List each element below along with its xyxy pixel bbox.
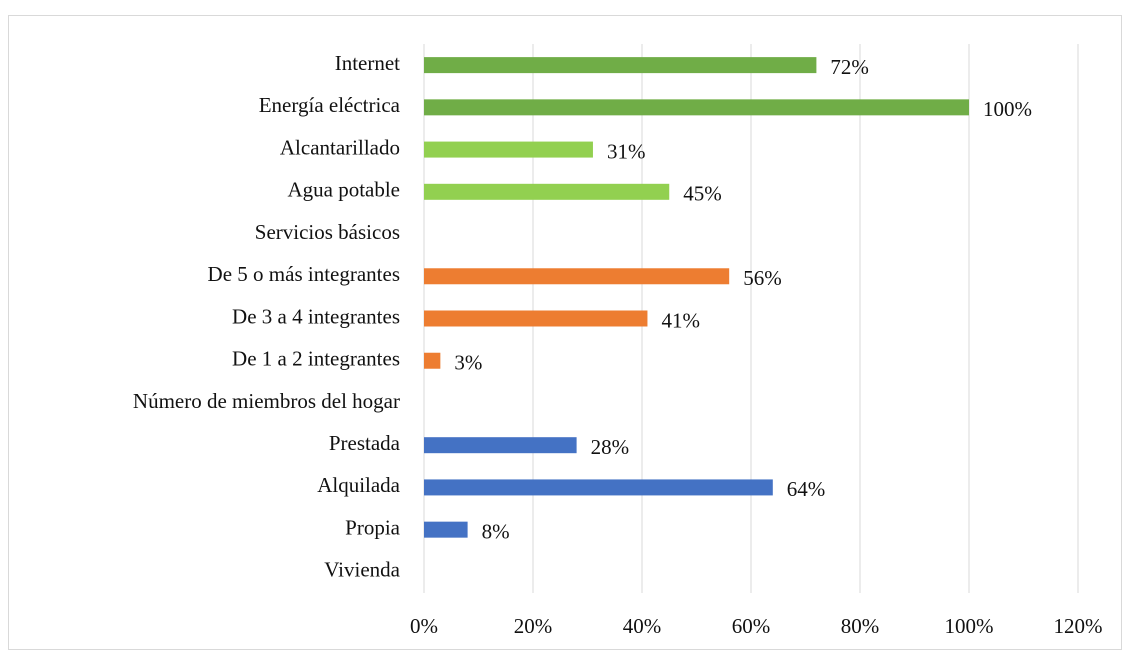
- x-tick-label: 60%: [732, 614, 771, 638]
- bar: [424, 437, 577, 454]
- y-tick-label: Agua potable: [287, 178, 400, 202]
- value-label: 64%: [787, 477, 826, 501]
- y-tick-label: Propia: [345, 515, 401, 539]
- y-tick-label: De 1 a 2 integrantes: [232, 347, 400, 371]
- x-tick-label: 0%: [410, 614, 438, 638]
- value-label: 3%: [454, 351, 482, 375]
- value-label: 56%: [743, 266, 782, 290]
- value-label: 41%: [661, 308, 700, 332]
- x-tick-label: 100%: [945, 614, 994, 638]
- bar: [424, 183, 670, 200]
- value-label: 31%: [607, 139, 646, 163]
- value-label: 100%: [983, 97, 1032, 121]
- bar: [424, 57, 817, 74]
- value-label: 8%: [482, 519, 510, 543]
- bar: [424, 479, 773, 496]
- x-tick-label: 80%: [841, 614, 880, 638]
- y-tick-label: De 5 o más integrantes: [208, 262, 400, 286]
- bar: [424, 99, 969, 116]
- y-tick-label: Alcantarillado: [280, 135, 400, 159]
- bar: [424, 141, 593, 158]
- bar: [424, 268, 730, 285]
- y-tick-label: Energía eléctrica: [259, 93, 401, 117]
- y-tick-label: Número de miembros del hogar: [133, 389, 400, 413]
- x-tick-label: 20%: [514, 614, 553, 638]
- chart-frame: [8, 15, 1122, 650]
- y-tick-label: De 3 a 4 integrantes: [232, 304, 400, 328]
- y-tick-label: Prestada: [329, 431, 401, 455]
- value-label: 72%: [830, 55, 869, 79]
- y-tick-label: Internet: [335, 51, 400, 75]
- y-tick-label: Servicios básicos: [255, 220, 400, 244]
- value-label: 28%: [591, 435, 630, 459]
- y-tick-label: Vivienda: [324, 558, 400, 582]
- bar: [424, 521, 468, 538]
- x-tick-label: 120%: [1054, 614, 1103, 638]
- x-tick-label: 40%: [623, 614, 662, 638]
- y-tick-label: Alquilada: [317, 473, 400, 497]
- value-label: 45%: [683, 182, 722, 206]
- bar: [424, 310, 648, 327]
- bar: [424, 352, 441, 369]
